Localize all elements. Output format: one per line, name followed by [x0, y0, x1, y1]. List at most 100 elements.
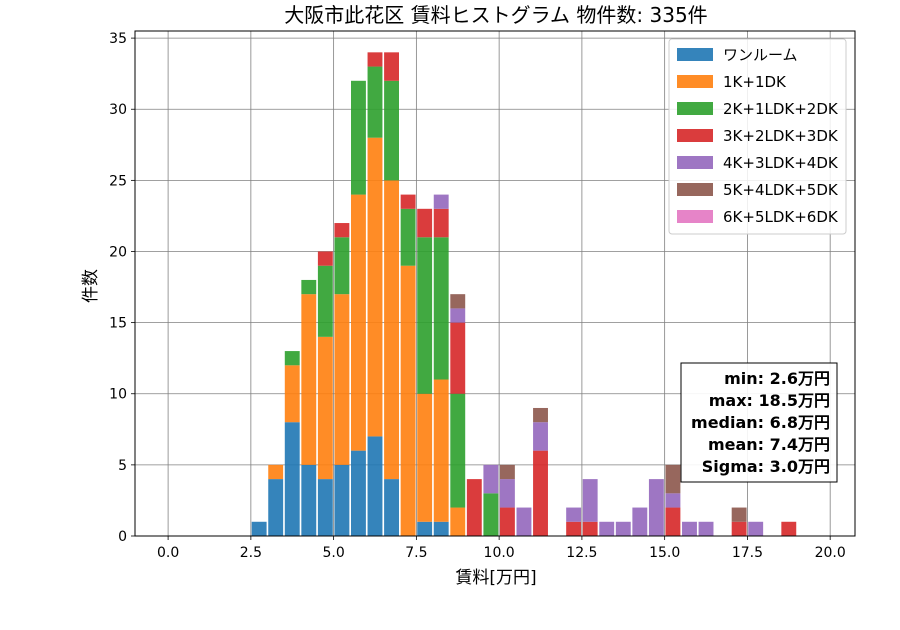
plot-area: [134, 30, 856, 537]
bar-segment: [450, 294, 466, 309]
legend-label: 3K+2LDK+3DK: [723, 127, 839, 145]
bar-segment: [317, 336, 333, 480]
y-tick-label: 10: [109, 387, 127, 403]
x-tick-label: 7.5: [405, 545, 427, 561]
bar-segment: [417, 393, 433, 522]
bar-segment: [698, 521, 714, 536]
legend-swatch: [677, 48, 713, 61]
bar-segment: [615, 521, 631, 536]
legend-box: [668, 38, 847, 235]
bar-segment: [367, 436, 383, 536]
bar-segment: [533, 407, 548, 423]
legend-swatch: [677, 129, 713, 142]
y-axis-ticks: 0 5 10 15 20 25 30 35: [109, 31, 135, 545]
bar-segment: [566, 507, 582, 522]
legend-label: ワンルーム: [723, 46, 798, 64]
bar-segment: [516, 507, 532, 536]
y-tick-label: 30: [109, 102, 127, 118]
y-tick-label: 15: [109, 316, 127, 332]
bar-segment: [384, 52, 399, 81]
legend-swatch: [677, 183, 713, 196]
stats-line: Sigma: 3.0万円: [702, 457, 830, 476]
bar-segment: [499, 507, 515, 536]
y-tick-label: 25: [109, 173, 127, 189]
legend-label: 6K+5LDK+6DK: [723, 208, 839, 226]
stats-box: min: 2.6万円 max: 18.5万円 median: 6.8万円 mean: …: [680, 362, 838, 483]
bar-segment: [533, 450, 548, 536]
bars: [251, 52, 797, 536]
bar-segment: [334, 464, 350, 536]
bar-segment: [665, 493, 681, 508]
x-tick-label: 0.0: [157, 545, 179, 561]
bar-segment: [781, 521, 797, 536]
x-tick-label: 5.0: [322, 545, 344, 561]
x-tick-label: 2.5: [240, 545, 262, 561]
bar-segment: [417, 521, 433, 536]
bar-segment: [499, 464, 515, 480]
legend: ワンルーム 1K+1DK 2K+1LDK+2DK 3K+2LDK+3DK 4K+3LDK…: [668, 38, 847, 235]
bar-segment: [450, 322, 466, 394]
bar-segment: [483, 464, 499, 494]
bar-segment: [599, 521, 615, 536]
y-axis-label: 件数: [81, 269, 101, 303]
bar-segment: [632, 507, 648, 536]
bar-segment: [284, 351, 300, 366]
bar-segment: [317, 479, 333, 536]
bar-segment: [317, 265, 333, 337]
bar-segment: [334, 294, 350, 465]
bar-segment: [533, 422, 548, 451]
bar-segment: [251, 521, 267, 536]
stats-line: max: 18.5万円: [709, 391, 830, 410]
bar-segment: [367, 137, 383, 437]
bar-segment: [582, 521, 598, 536]
bar-segment: [483, 493, 499, 536]
bar-segment: [284, 365, 300, 423]
x-tick-label: 10.0: [484, 545, 515, 561]
bar-segment: [433, 379, 449, 522]
legend-label: 5K+4LDK+5DK: [723, 181, 839, 199]
bar-segment: [301, 294, 317, 465]
y-tick-label: 20: [109, 244, 127, 260]
bar-segment: [648, 479, 664, 536]
bar-segment: [400, 208, 416, 266]
bar-segment: [268, 479, 284, 536]
bar-segment: [450, 308, 466, 323]
bar-segment: [400, 194, 416, 209]
legend-label: 1K+1DK: [723, 73, 787, 91]
bar-segment: [384, 80, 399, 181]
bar-segment: [351, 450, 366, 536]
bar-segment: [334, 237, 350, 295]
bar-segment: [433, 521, 449, 536]
chart-title: 大阪市此花区 賃料ヒストグラム 物件数: 335件: [284, 3, 707, 27]
legend-swatch: [677, 102, 713, 115]
bar-segment: [367, 52, 383, 67]
x-axis-label: 賃料[万円]: [455, 568, 536, 588]
legend-swatch: [677, 156, 713, 169]
bar-segment: [582, 479, 598, 522]
x-tick-label: 15.0: [649, 545, 680, 561]
bar-segment: [433, 194, 449, 209]
legend-swatch: [677, 75, 713, 88]
bar-segment: [665, 507, 681, 536]
bar-segment: [400, 265, 416, 536]
bar-segment: [450, 507, 466, 536]
legend-swatch: [677, 210, 713, 223]
bar-segment: [433, 208, 449, 238]
grid: [135, 31, 855, 537]
stats-line: min: 2.6万円: [724, 369, 830, 388]
y-tick-label: 0: [118, 529, 127, 545]
legend-label: 4K+3LDK+4DK: [723, 154, 839, 172]
x-tick-label: 20.0: [815, 545, 846, 561]
bar-segment: [334, 223, 350, 238]
y-tick-label: 35: [109, 31, 127, 47]
bar-segment: [731, 507, 747, 522]
bar-segment: [301, 279, 317, 295]
x-tick-label: 12.5: [566, 545, 597, 561]
stats-line: median: 6.8万円: [691, 413, 830, 432]
bar-segment: [351, 194, 366, 451]
x-tick-label: 17.5: [732, 545, 763, 561]
bar-segment: [367, 66, 383, 138]
bar-segment: [731, 521, 747, 536]
bar-segment: [466, 479, 482, 536]
